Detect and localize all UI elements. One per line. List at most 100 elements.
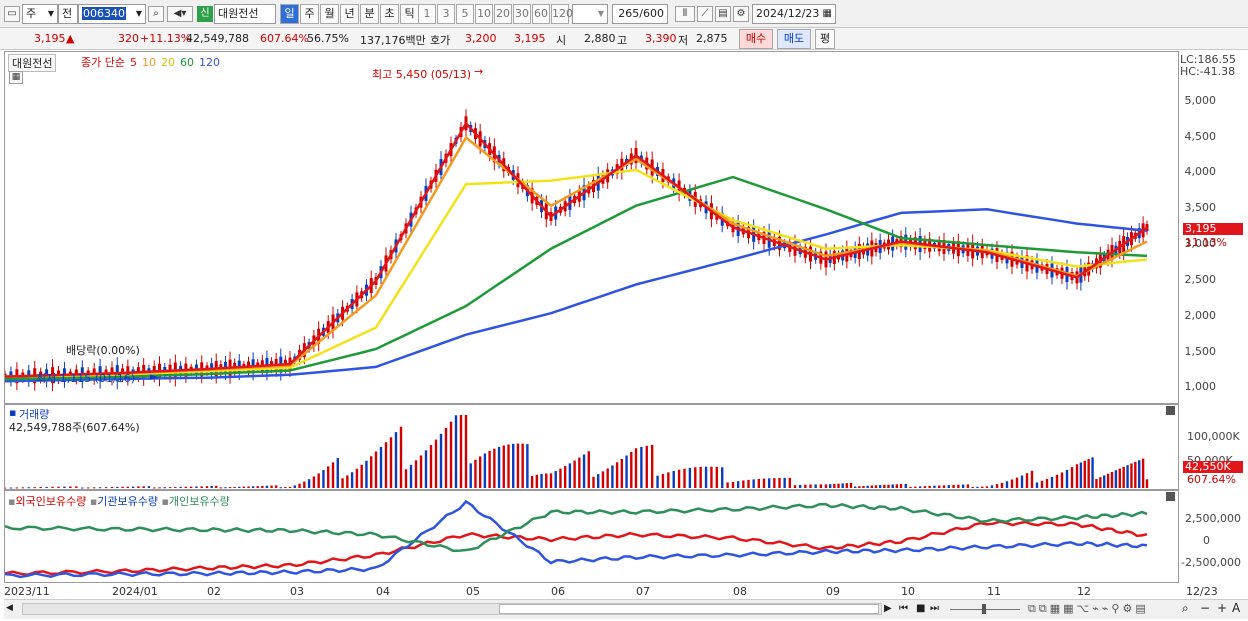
font-size-icon[interactable]: A <box>1232 601 1241 615</box>
volume-bar <box>116 486 119 488</box>
count-field[interactable]: 265/600 <box>612 4 668 24</box>
volume-bar <box>909 486 912 488</box>
volume-bar <box>497 446 501 488</box>
low-annotation: 최저 1,115 (01/16) <box>36 372 136 385</box>
up-triangle-icon: ▲ <box>66 32 75 45</box>
stop-icon[interactable]: ■ <box>916 603 926 614</box>
volume-bar <box>1126 465 1129 488</box>
y-tick: 5,000 <box>1184 94 1217 107</box>
period-tab-2[interactable]: 월 <box>320 4 339 24</box>
zoom-slider[interactable] <box>950 604 1020 614</box>
stock-code-input[interactable]: 006340 ▼ <box>78 4 146 24</box>
volume-bar <box>833 483 836 488</box>
first-page-icon[interactable]: ⏮ <box>899 603 908 614</box>
zoom-icon[interactable]: ⌕ <box>1182 601 1189 615</box>
draw-tool-icon[interactable]: ⟋ <box>697 6 713 22</box>
volume-bar <box>158 487 161 489</box>
volume-bar <box>947 485 950 488</box>
scrollbar-thumb[interactable] <box>499 604 879 614</box>
volume-bar <box>752 479 755 488</box>
volume-bar <box>81 487 84 489</box>
volume-bar <box>9 487 13 489</box>
buy-button[interactable]: 매수 <box>739 29 773 49</box>
volume-bar <box>1087 459 1090 488</box>
period-tab-1[interactable]: 주 <box>300 4 319 24</box>
volume-bar <box>265 485 269 488</box>
date-field[interactable]: 2024/12/23 ▦ <box>752 4 836 24</box>
period-tab-5[interactable]: 초 <box>380 4 399 24</box>
volume-bar <box>793 485 797 488</box>
interval-button-5[interactable]: 30 <box>513 4 531 24</box>
last-price-marker: 3,195 <box>1183 223 1243 235</box>
volume-bar <box>866 485 869 488</box>
y-tick: 0 <box>1203 534 1210 547</box>
code-dropdown-icon[interactable]: ▼ <box>135 9 142 18</box>
volume-bar <box>33 487 36 489</box>
volume-bar <box>414 460 418 488</box>
chart-tools-icons[interactable]: ⧉⧉▦▦⌥⌁⌁⚲⚙▤ <box>1028 602 1149 615</box>
period-tab-3[interactable]: 년 <box>340 4 359 24</box>
sell-button[interactable]: 매도 <box>777 29 811 49</box>
period-tab-0[interactable]: 일 <box>280 4 299 24</box>
volume-bar <box>933 485 936 488</box>
volume-bar <box>336 458 339 488</box>
volume-bar <box>464 415 468 488</box>
x-tick-label: 04 <box>376 585 390 598</box>
scrollbar-track[interactable] <box>22 603 882 615</box>
legend-title: 종가 단순 <box>81 56 125 69</box>
volume-bar <box>399 426 403 488</box>
x-tick-label: 06 <box>551 585 565 598</box>
interval-button-7[interactable]: 120 <box>551 4 573 24</box>
calculator-icon[interactable]: ▦ <box>9 71 23 84</box>
volume-bar <box>238 486 241 488</box>
close-icon[interactable] <box>1166 492 1175 501</box>
search-icon[interactable]: ⌕ <box>148 6 164 22</box>
gear-icon[interactable]: ⚙ <box>733 6 749 22</box>
zoom-slider-handle[interactable] <box>982 604 986 614</box>
volume-bar <box>721 467 724 488</box>
volume-bar <box>521 443 524 488</box>
scroll-right-icon[interactable]: ▶ <box>884 603 892 614</box>
volume-bar <box>1145 479 1149 488</box>
date-value: 2024/12/23 <box>756 7 820 20</box>
interval-button-6[interactable]: 60 <box>532 4 550 24</box>
volume-bar <box>454 415 458 488</box>
mode-select[interactable]: 전 <box>58 4 78 24</box>
volume-bar <box>783 477 786 488</box>
calendar-icon[interactable]: ▦ <box>822 8 832 19</box>
volume-bar <box>540 473 543 488</box>
window-menu-icon[interactable]: ▭ <box>4 6 20 22</box>
zoom-in-icon[interactable]: + <box>1217 601 1228 615</box>
period-tab-6[interactable]: 틱 <box>400 4 419 24</box>
volume-bar <box>1095 478 1098 488</box>
close-icon[interactable] <box>1166 406 1175 415</box>
volume-bar <box>507 444 510 488</box>
ask-label: 호가 <box>430 34 451 47</box>
volume-bar <box>215 485 218 488</box>
panel-stock-name[interactable]: 대원전선 <box>8 54 57 72</box>
interval-select[interactable]: ▼ <box>572 4 608 24</box>
volume-bar <box>39 487 42 489</box>
volume-bar <box>379 446 383 488</box>
quote-bar: 3,195 ▲ 320 +11.13% 42,549,788 607.64% 5… <box>0 28 1248 50</box>
interval-button-0[interactable]: 1 <box>418 4 436 24</box>
period-tab-4[interactable]: 분 <box>360 4 379 24</box>
candle-type-icon[interactable]: ⫴ <box>675 6 695 22</box>
scroll-left-icon[interactable]: ◀ <box>6 603 13 613</box>
zoom-out-icon[interactable]: − <box>1200 601 1211 615</box>
volume-bar <box>5 487 7 489</box>
market-select[interactable]: 주 ▼ <box>22 4 58 24</box>
interval-button-3[interactable]: 10 <box>475 4 493 24</box>
interval-button-1[interactable]: 3 <box>437 4 455 24</box>
y-tick: 1,500 <box>1184 345 1217 358</box>
legend-institution: 기관보유수량 <box>97 495 159 508</box>
interval-button-4[interactable]: 20 <box>494 4 512 24</box>
volume-bar <box>303 481 306 488</box>
sound-icon[interactable]: ◀▾ <box>167 6 193 22</box>
save-icon[interactable]: ▤ <box>715 6 731 22</box>
interval-button-2[interactable]: 5 <box>456 4 474 24</box>
volume-bar <box>985 486 989 488</box>
eval-button[interactable]: 평 <box>815 29 835 49</box>
last-page-icon[interactable]: ⏭ <box>930 603 939 614</box>
stock-name-field[interactable]: 대원전선 <box>214 4 276 24</box>
